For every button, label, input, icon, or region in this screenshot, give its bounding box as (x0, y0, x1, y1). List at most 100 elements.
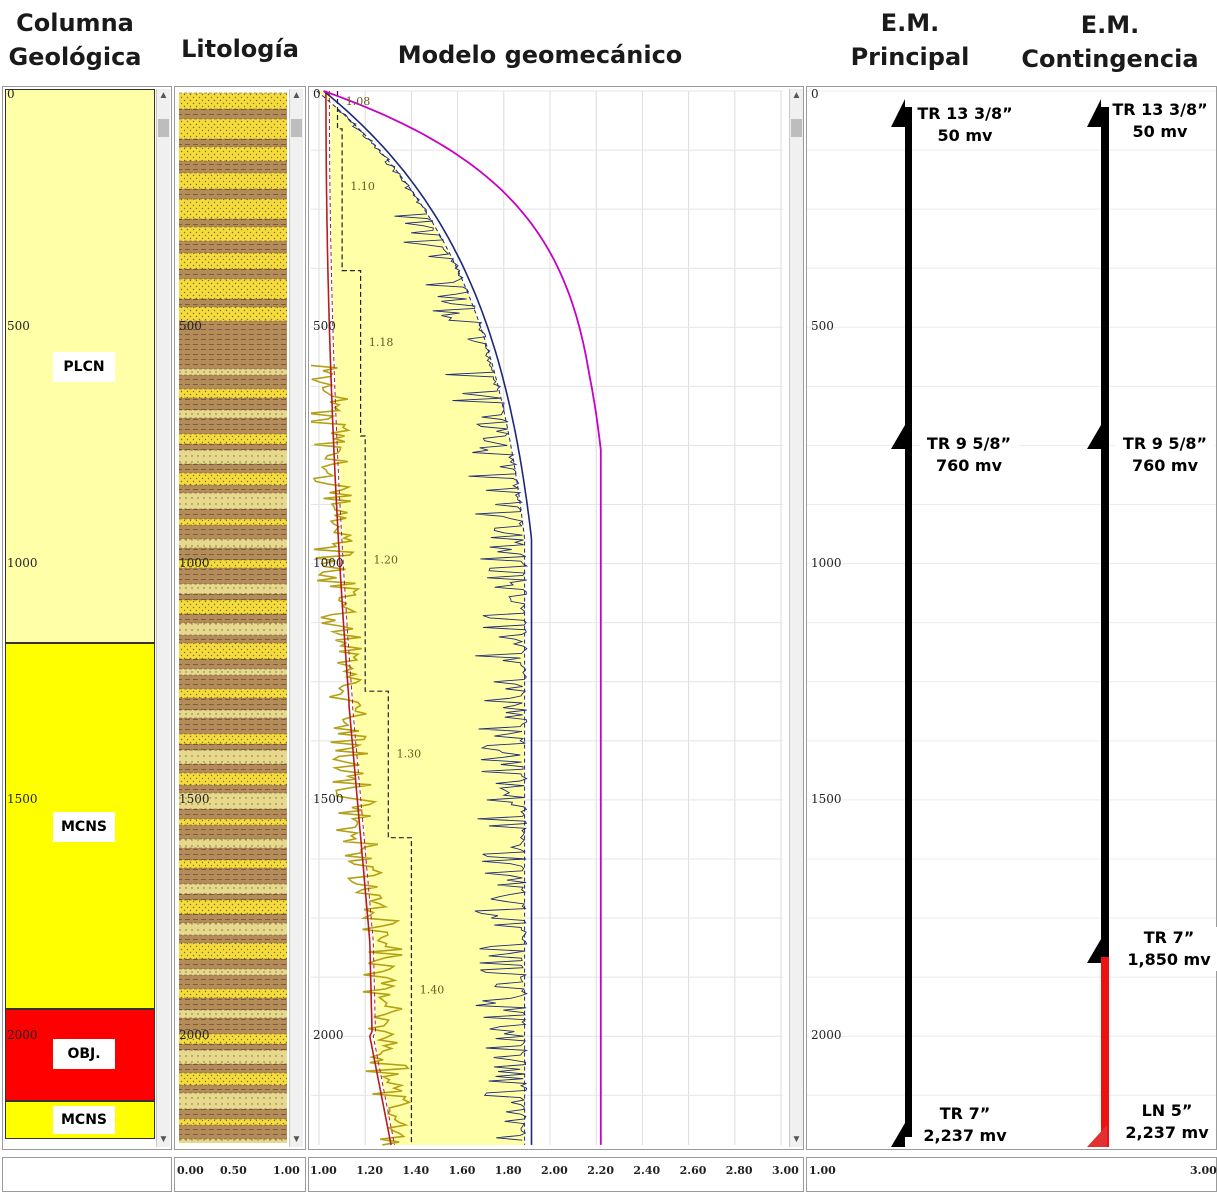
model-scale-tick: 1.40 (402, 1164, 430, 1177)
model-scale-tick: 1.60 (448, 1164, 476, 1177)
lithology-band (179, 1109, 287, 1119)
casing-name: TR 9 5/8” (1122, 434, 1208, 453)
mud-weight-label: 1.10 (350, 180, 375, 193)
scroll-down-arrow-icon[interactable]: ▼ (791, 1134, 802, 1145)
header-line-1: E.M. (1080, 11, 1140, 39)
principal-tr-13-3-8-casing (905, 107, 912, 447)
header-line-2: Principal (850, 43, 970, 71)
lithology-band (179, 785, 287, 793)
scroll-down-arrow-icon[interactable]: ▼ (291, 1134, 302, 1145)
formation-label-obj: OBJ. (53, 1039, 115, 1069)
lithology-band (179, 698, 287, 710)
scrollbar-model[interactable]: ▲ ▼ (789, 89, 803, 1147)
lithology-band (179, 1034, 287, 1044)
lithology-band (179, 1050, 287, 1064)
litho-depth-1500: 1500 (179, 792, 210, 806)
em-depth-0: 0 (811, 87, 819, 101)
litho-depth-2000: 2000 (179, 1028, 210, 1042)
lithology-band (179, 669, 287, 675)
lithology-band (179, 848, 287, 860)
em-depth-1500: 1500 (811, 792, 842, 806)
contingencia-label-tr-9-5-8: TR 9 5/8” 760 mv (1115, 433, 1215, 477)
depth-tick-1500: 1500 (7, 792, 38, 806)
lithology-band (179, 825, 287, 839)
scroll-up-arrow-icon[interactable]: ▲ (291, 90, 302, 101)
lithology-band (179, 764, 287, 773)
depth-tick-1000: 1000 (7, 556, 38, 570)
lithology-band (179, 923, 287, 935)
em-depth-500: 500 (811, 319, 834, 333)
lithology-band (179, 744, 287, 750)
lithology-band (179, 884, 287, 894)
contingencia-tr-13-3-8-casing (1101, 107, 1109, 447)
scroll-down-arrow-icon[interactable]: ▼ (158, 1134, 169, 1145)
scroll-thumb[interactable] (791, 119, 802, 137)
contingencia-tr-9-5-8-casing (1101, 437, 1109, 957)
lithology-band (179, 894, 287, 900)
model-scale-tick: 1.20 (356, 1164, 383, 1177)
lithology-band (179, 241, 287, 253)
lithology-band (179, 253, 287, 269)
lithology-band (179, 450, 287, 464)
panel-litologia: 500 1000 1500 2000 ▲ ▼ (174, 86, 306, 1150)
lithology-band (179, 548, 287, 560)
scroll-up-arrow-icon[interactable]: ▲ (158, 90, 169, 101)
lithology-band (179, 389, 287, 398)
model-depth-1500: 1500 (313, 792, 344, 806)
lithology-band (179, 900, 287, 914)
fracture-gradient-curve (323, 90, 533, 1145)
panel-estado-mecanico: 0 500 1000 1500 2000 TR 13 3/8” 50 mv TR… (806, 86, 1217, 1150)
scrollbar-litho[interactable]: ▲ ▼ (289, 89, 303, 1147)
lithology-band (179, 734, 287, 744)
model-scale-tick: 3.00 (772, 1164, 799, 1177)
header-modelo-geomecanico: Modelo geomecánico (397, 41, 683, 69)
lithology-band (179, 584, 287, 594)
lithology-band (179, 464, 287, 473)
header-line-1: Columna (16, 9, 134, 37)
contingencia-shoe-13-3-8-icon (1087, 99, 1101, 127)
lithology-band (179, 809, 287, 819)
lithology-band (179, 189, 287, 199)
lithology-band (179, 375, 287, 389)
contingencia-shoe-ln-5-icon (1087, 1125, 1107, 1147)
lithology-band (179, 279, 287, 299)
scroll-up-arrow-icon[interactable]: ▲ (791, 90, 802, 101)
scrollbar-geo[interactable]: ▲ ▼ (156, 89, 170, 1147)
header-litologia: Litología (181, 35, 299, 63)
lithology-band (179, 718, 287, 734)
casing-depth: 50 mv (1132, 122, 1188, 141)
casing-depth: 50 mv (937, 126, 993, 145)
mud-weight-label: 1.40 (420, 984, 445, 997)
depth-tick-0: 0 (7, 87, 15, 101)
lithology-band (179, 199, 287, 219)
depth-tick-2000: 2000 (7, 1028, 38, 1042)
contingencia-label-ln-5: LN 5” 2,237 mv (1119, 1100, 1215, 1144)
header-columna-geologica: Columna Geológica (0, 6, 150, 74)
formation-label-mcns-2: MCNS (53, 1106, 115, 1134)
principal-shoe-9-5-8-icon (891, 425, 905, 449)
scale-bar-em (806, 1157, 1217, 1192)
mud-weight-labels: 1.08 1.10 1.18 1.20 1.30 1.40 (346, 95, 444, 996)
geomechanical-model-plot: 1.08 1.10 1.18 1.20 1.30 1.40 (311, 90, 783, 1146)
lithology-band (179, 868, 287, 884)
lithology-band (179, 860, 287, 868)
lithology-band (179, 1010, 287, 1018)
lithology-band (179, 493, 287, 509)
contingencia-shoe-7-icon (1087, 939, 1101, 963)
casing-name: TR 7” (939, 1104, 991, 1123)
scroll-thumb[interactable] (158, 119, 169, 137)
litho-depth-500: 500 (179, 319, 202, 333)
lithology-band (179, 635, 287, 643)
lithology-band (179, 560, 287, 568)
lithology-band (179, 307, 287, 321)
lithology-band (179, 750, 287, 764)
casing-depth: 2,237 mv (1125, 1123, 1209, 1142)
casing-depth: 760 mv (935, 456, 1003, 475)
casing-name: TR 9 5/8” (926, 434, 1012, 453)
pore-pressure-dashed (328, 91, 395, 1145)
scroll-thumb[interactable] (291, 119, 302, 137)
lithology-band (179, 93, 287, 109)
lithology-band (179, 675, 287, 689)
model-scale-tick: 2.60 (679, 1164, 707, 1177)
panel-columna-geologica: PLCN MCNS OBJ. MCNS 0 500 1000 1500 2000… (2, 86, 172, 1150)
